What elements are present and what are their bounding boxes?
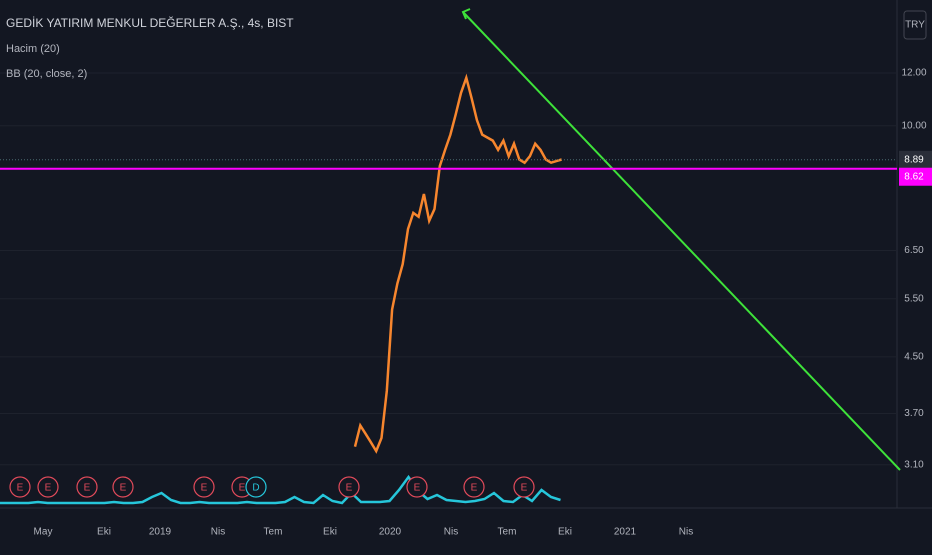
price-badge <box>899 150 932 169</box>
x-tick-label: Eki <box>97 527 111 538</box>
y-tick-label: 3.70 <box>904 408 924 419</box>
x-tick-label: Nis <box>211 527 225 538</box>
event-marker[interactable] <box>37 476 59 498</box>
y-tick-label: 3.10 <box>904 459 924 470</box>
y-tick-label: 10.00 <box>901 120 926 131</box>
price-badge-label: 8.62 <box>904 171 924 182</box>
event-marker[interactable] <box>9 476 31 498</box>
event-marker[interactable] <box>245 476 267 498</box>
event-letter: E <box>239 483 246 494</box>
x-tick-label: Nis <box>679 527 693 538</box>
event-letter: E <box>45 483 52 494</box>
currency: TRY <box>905 20 925 31</box>
price-badge-label: 8.89 <box>904 154 924 165</box>
x-tick-label: 2021 <box>614 527 637 538</box>
bb-basis-line <box>353 73 563 454</box>
x-tick-label: Tem <box>264 527 283 538</box>
event-letter: E <box>17 483 24 494</box>
event-marker[interactable] <box>193 476 215 498</box>
symbol-title: GEDİK YATIRIM MENKUL DEĞERLER A.Ş., 4s, … <box>6 15 294 30</box>
indicator-label[interactable]: BB (20, close, 2) <box>6 68 87 80</box>
price-badge <box>899 167 932 186</box>
indicator-label[interactable]: Hacim (20) <box>6 43 60 55</box>
x-tick-label: May <box>34 527 53 538</box>
event-letter: E <box>201 483 208 494</box>
trend-arrow <box>461 8 471 20</box>
event-marker[interactable] <box>338 476 360 498</box>
event-letter: E <box>414 483 421 494</box>
trend-line[interactable] <box>462 11 901 471</box>
event-marker[interactable] <box>406 476 428 498</box>
event-letter: E <box>471 483 478 494</box>
y-tick-label: 4.50 <box>904 352 924 363</box>
x-tick-label: 2020 <box>379 527 402 538</box>
event-marker[interactable] <box>112 476 134 498</box>
event-marker[interactable] <box>463 476 485 498</box>
y-tick-label: 6.50 <box>904 245 924 256</box>
event-letter: E <box>346 483 353 494</box>
event-letter: E <box>84 483 91 494</box>
currency-box[interactable] <box>903 10 927 40</box>
y-tick-label: 5.50 <box>904 293 924 304</box>
x-tick-label: Tem <box>498 527 517 538</box>
x-tick-label: Nis <box>444 527 458 538</box>
volume-line <box>0 474 561 505</box>
x-tick-label: Eki <box>558 527 572 538</box>
x-tick-label: Eki <box>323 527 337 538</box>
event-letter: E <box>120 483 127 494</box>
event-marker[interactable] <box>513 476 535 498</box>
event-letter: D <box>252 483 259 494</box>
y-tick-label: 12.00 <box>901 68 926 79</box>
x-tick-label: 2019 <box>149 527 172 538</box>
event-letter: E <box>521 483 528 494</box>
event-marker[interactable] <box>76 476 98 498</box>
